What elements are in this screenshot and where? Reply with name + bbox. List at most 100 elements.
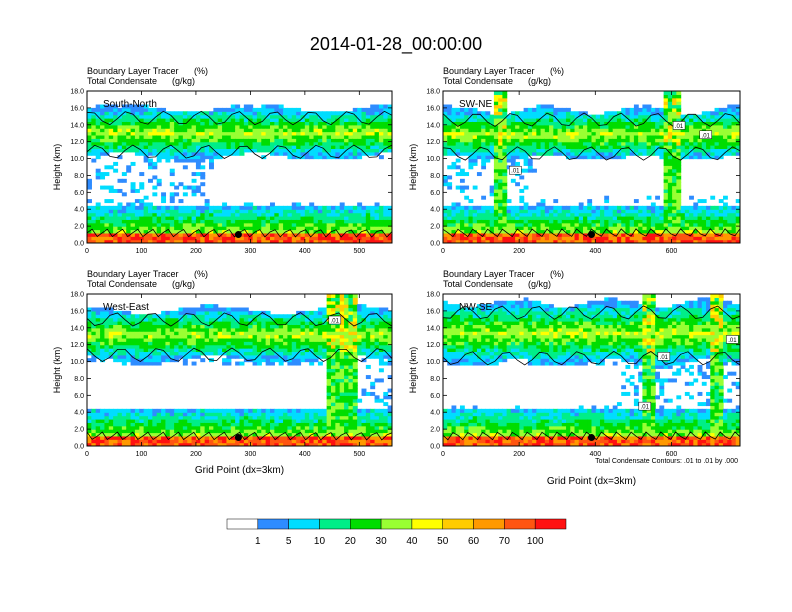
x-tick-label: 400 <box>299 451 311 458</box>
subtitle-condensate: Total Condensate <box>443 76 513 86</box>
colorbar-swatch <box>350 518 382 530</box>
x-tick-label: 200 <box>190 451 202 458</box>
x-tick-label: 0 <box>85 451 89 458</box>
colorbar-swatch <box>319 518 351 530</box>
colorbar-swatch <box>442 518 474 530</box>
y-tick-label: 8.0 <box>74 376 84 383</box>
tracer-field <box>443 91 740 243</box>
colorbar-swatch <box>257 518 289 530</box>
contour-note: Total Condensate Contours: .01 to .01 by… <box>595 458 738 465</box>
y-tick-label: 2.0 <box>74 224 84 231</box>
x-tick-label: 0 <box>441 451 445 458</box>
y-tick-label: 10.0 <box>70 359 84 366</box>
contour-label: .01 <box>672 121 686 130</box>
subtitle-condensate-units: (g/kg) <box>172 279 195 289</box>
y-tick-label: 4.0 <box>430 207 440 214</box>
x-axis-label: Grid Point (dx=3km) <box>195 465 284 476</box>
y-tick-label: 6.0 <box>74 190 84 197</box>
colorbar-label: 40 <box>406 536 418 547</box>
x-tick-label: 500 <box>353 451 365 458</box>
x-tick-label: 400 <box>589 248 601 255</box>
colorbar-swatch <box>226 518 259 530</box>
plot-frame <box>442 90 741 244</box>
subtitle-tracer-units: (%) <box>550 66 564 76</box>
plot-frame <box>86 293 393 447</box>
x-tick-label: 500 <box>353 248 365 255</box>
subtitle-condensate: Total Condensate <box>443 279 513 289</box>
y-tick-label: 6.0 <box>430 393 440 400</box>
y-tick-label: 12.0 <box>70 342 84 349</box>
location-marker <box>234 434 242 442</box>
colorbar-label: 1 <box>255 536 261 547</box>
x-tick-label: 300 <box>245 451 257 458</box>
condensate-contours <box>443 112 740 238</box>
colorbar-swatch <box>288 518 320 530</box>
y-tick-label: 8.0 <box>430 173 440 180</box>
colorbar-label: 60 <box>468 536 480 547</box>
contour-label: .01 <box>699 130 712 139</box>
colorbar-swatch <box>473 518 505 530</box>
x-tick-label: 400 <box>299 248 311 255</box>
subtitle-tracer: Boundary Layer Tracer <box>443 66 535 76</box>
subtitle-tracer: Boundary Layer Tracer <box>443 269 535 279</box>
subtitle-condensate-units: (g/kg) <box>528 279 551 289</box>
subtitle-tracer-units: (%) <box>550 269 564 279</box>
plot-frame <box>442 293 741 447</box>
colorbar-label: 10 <box>314 536 326 547</box>
subtitle-condensate: Total Condensate <box>87 76 157 86</box>
colorbar-swatch <box>411 518 443 530</box>
y-tick-label: 4.0 <box>74 207 84 214</box>
figure-title: 2014-01-28_00:00:00 <box>310 34 482 55</box>
x-tick-label: 600 <box>666 248 678 255</box>
subtitle-tracer-units: (%) <box>194 269 208 279</box>
panel-west-east: .01 0.0 2.0 4.0 6.0 8.0 10.0 12.0 14.0 16.0 18.0 0 1… <box>52 269 393 476</box>
colorbar-swatch <box>534 518 567 530</box>
subtitle-condensate-units: (g/kg) <box>528 76 551 86</box>
colorbar-label: 5 <box>286 536 292 547</box>
panel-nw-se: .01 .01 .01 0.0 2.0 4.0 6.0 8.0 10.0 12.0 14.0 16.0… <box>408 269 741 487</box>
y-tick-label: 14.0 <box>70 325 84 332</box>
y-tick-label: 18.0 <box>70 89 84 96</box>
x-tick-label: 0 <box>441 248 445 255</box>
y-tick-label: 2.0 <box>430 224 440 231</box>
condensate-contours <box>87 312 392 441</box>
y-tick-label: 4.0 <box>74 410 84 417</box>
x-tick-label: 200 <box>190 248 202 255</box>
y-tick-label: 0.0 <box>430 241 440 248</box>
y-tick-label: 8.0 <box>74 173 84 180</box>
y-tick-label: 16.0 <box>426 308 440 315</box>
colorbar: 1 5 10 20 30 40 50 60 70 100 <box>226 518 567 547</box>
contour-label: .01 <box>509 165 522 175</box>
panel-label: South-North <box>103 99 157 110</box>
colorbar-label: 50 <box>437 536 449 547</box>
panel-sw-ne: .01 .01 .01 0.0 2.0 4.0 6.0 8.0 10.0 12.0 14.0 16.0… <box>408 66 741 255</box>
contour-label: .01 <box>328 315 342 325</box>
y-tick-label: 18.0 <box>426 89 440 96</box>
colorbar-label: 100 <box>527 536 544 547</box>
y-tick-label: 2.0 <box>430 427 440 434</box>
x-tick-label: 400 <box>589 451 601 458</box>
y-axis-label: Height (km) <box>52 144 62 191</box>
x-tick-label: 100 <box>136 451 148 458</box>
y-tick-label: 16.0 <box>426 105 440 112</box>
panel-label: NW-SE <box>459 302 492 313</box>
y-tick-label: 16.0 <box>70 105 84 112</box>
y-tick-label: 18.0 <box>70 292 84 299</box>
y-tick-label: 6.0 <box>430 190 440 197</box>
y-tick-label: 12.0 <box>426 342 440 349</box>
y-tick-label: 4.0 <box>430 410 440 417</box>
tracer-field <box>87 294 392 446</box>
y-tick-label: 10.0 <box>70 156 84 163</box>
panel-label: West-East <box>103 302 149 313</box>
contour-label: .01 <box>726 335 739 344</box>
x-tick-label: 300 <box>245 248 257 255</box>
y-tick-label: 0.0 <box>74 241 84 248</box>
x-tick-label: 100 <box>136 248 148 255</box>
colorbar-swatch <box>380 518 413 530</box>
contour-label: .01 <box>638 401 652 411</box>
panel-label: SW-NE <box>459 99 492 110</box>
subtitle-condensate-units: (g/kg) <box>172 76 195 86</box>
subtitle-tracer-units: (%) <box>194 66 208 76</box>
y-axis-label: Height (km) <box>408 144 418 191</box>
